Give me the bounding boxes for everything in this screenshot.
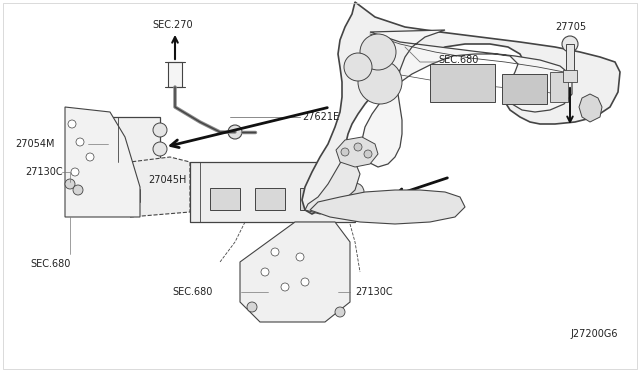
Circle shape — [271, 248, 279, 256]
Bar — [255, 188, 285, 210]
Circle shape — [121, 175, 131, 185]
Circle shape — [65, 179, 75, 189]
Text: 27045H: 27045H — [148, 175, 186, 185]
Circle shape — [296, 253, 304, 261]
Bar — [550, 72, 568, 102]
Text: 27130C: 27130C — [355, 287, 392, 297]
Circle shape — [301, 278, 309, 286]
Circle shape — [71, 168, 79, 176]
Circle shape — [354, 143, 362, 151]
Circle shape — [86, 153, 94, 161]
Circle shape — [360, 34, 396, 70]
Polygon shape — [130, 157, 190, 217]
Circle shape — [341, 148, 349, 156]
Bar — [210, 188, 240, 210]
Text: 27705: 27705 — [555, 22, 586, 32]
Polygon shape — [310, 190, 465, 224]
Bar — [168, 62, 182, 87]
Bar — [110, 117, 160, 162]
Bar — [95, 130, 110, 150]
Polygon shape — [65, 107, 140, 217]
Circle shape — [73, 185, 83, 195]
Circle shape — [562, 36, 578, 52]
Circle shape — [76, 138, 84, 146]
Bar — [430, 64, 495, 102]
Bar — [563, 70, 577, 82]
Circle shape — [364, 150, 372, 158]
Bar — [502, 74, 547, 104]
Bar — [190, 162, 355, 222]
Text: SEC.680: SEC.680 — [30, 259, 70, 269]
Circle shape — [68, 120, 76, 128]
Circle shape — [140, 184, 150, 194]
Text: 27130C: 27130C — [25, 167, 63, 177]
Bar — [120, 162, 132, 177]
Text: 27054M: 27054M — [15, 139, 54, 149]
Text: 27726N: 27726N — [360, 214, 399, 224]
Circle shape — [228, 125, 242, 139]
Polygon shape — [362, 30, 572, 167]
Polygon shape — [302, 2, 620, 214]
Text: SEC.270: SEC.270 — [152, 20, 193, 30]
Polygon shape — [305, 160, 360, 214]
Bar — [300, 188, 330, 210]
Text: 27621E: 27621E — [302, 112, 339, 122]
Bar — [566, 44, 574, 72]
Circle shape — [346, 183, 364, 201]
Circle shape — [261, 268, 269, 276]
Circle shape — [153, 123, 167, 137]
Polygon shape — [336, 137, 378, 167]
Circle shape — [335, 307, 345, 317]
Text: J27200G6: J27200G6 — [570, 329, 618, 339]
Text: SEC.680: SEC.680 — [172, 287, 212, 297]
Polygon shape — [240, 222, 350, 322]
Text: SEC.680: SEC.680 — [438, 55, 478, 65]
Circle shape — [153, 142, 167, 156]
Circle shape — [247, 302, 257, 312]
Polygon shape — [579, 94, 602, 122]
Circle shape — [281, 283, 289, 291]
Circle shape — [358, 60, 402, 104]
Circle shape — [344, 53, 372, 81]
